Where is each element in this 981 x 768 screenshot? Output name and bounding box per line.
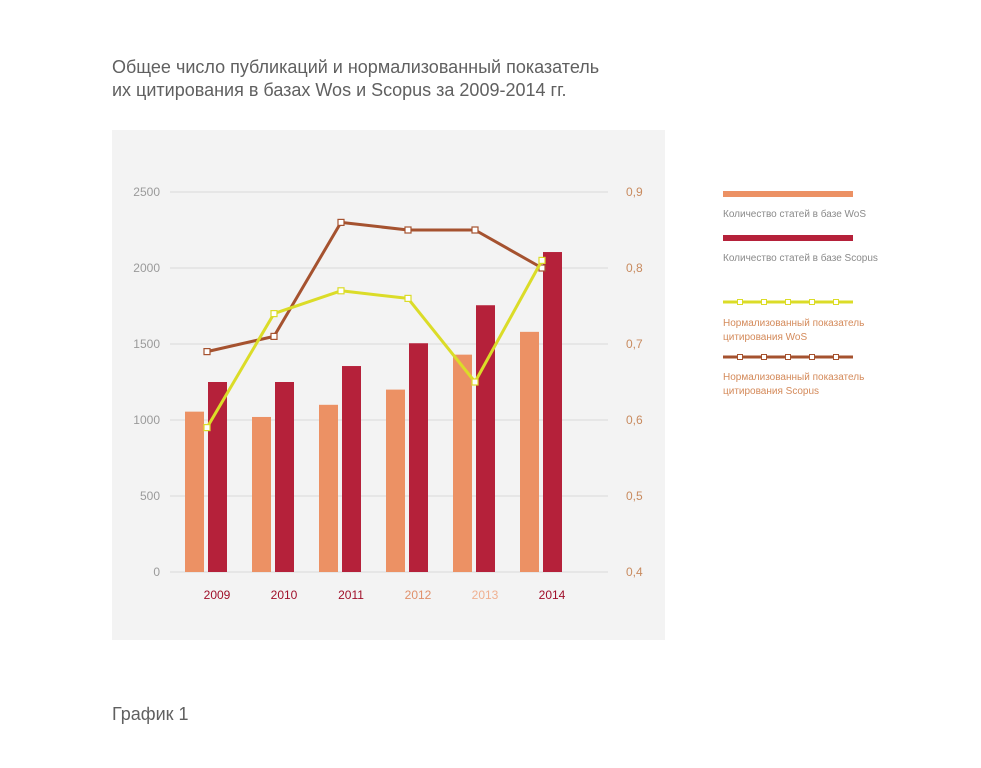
legend-marker (833, 299, 839, 305)
series-point (404, 294, 412, 302)
legend-label: Количество статей в базе WoS (723, 208, 866, 220)
figure-caption: График 1 (112, 704, 189, 724)
legend-marker (833, 354, 839, 360)
legend-marker (785, 354, 791, 360)
legend-label: Количество статей в базе Scopus (723, 252, 878, 264)
x-tick-label: 2010 (271, 588, 298, 602)
series-point (270, 310, 278, 318)
chart-title-line-2: их цитирования в базах Wos и Scopus за 2… (112, 80, 567, 100)
bar (386, 389, 405, 572)
y-left-tick-label: 500 (140, 489, 160, 503)
bar (520, 331, 539, 572)
y-right-tick-label: 0,6 (626, 413, 643, 427)
bar (275, 382, 294, 572)
legend-label: Нормализованный показатель (723, 318, 864, 329)
bar (342, 366, 361, 572)
legend-marker (761, 299, 767, 305)
chart-title-line-1: Общее число публикаций и нормализованный… (112, 57, 600, 77)
y-right-tick-label: 0,4 (626, 565, 643, 579)
series-point (404, 226, 412, 234)
legend-marker (737, 354, 743, 360)
legend-label: цитирования WoS (723, 332, 807, 343)
y-right-tick-label: 0,7 (626, 337, 643, 351)
legend-label: Нормализованный показатель (723, 372, 864, 383)
y-left-tick-label: 1000 (133, 413, 160, 427)
y-left-tick-label: 1500 (133, 337, 160, 351)
bar (476, 305, 495, 572)
legend-swatch-bar (723, 191, 853, 197)
bar (319, 404, 338, 572)
series-point (337, 218, 345, 226)
bar (252, 416, 271, 572)
y-right-tick-label: 0,5 (626, 489, 643, 503)
y-right-tick-label: 0,9 (626, 185, 643, 199)
series-point (203, 424, 211, 432)
y-right-tick-label: 0,8 (626, 261, 643, 275)
legend-marker (737, 299, 743, 305)
x-tick-label: 2012 (405, 588, 432, 602)
series-point (538, 256, 546, 264)
bar (208, 382, 227, 572)
series-line (205, 259, 544, 429)
x-tick-label: 2013 (472, 588, 499, 602)
legend-marker (809, 299, 815, 305)
bar (409, 343, 428, 572)
bar (543, 252, 562, 573)
legend-swatch-bar (723, 235, 853, 241)
bar (453, 354, 472, 572)
x-tick-label: 2014 (539, 588, 566, 602)
series-point (471, 378, 479, 386)
legend-marker (785, 299, 791, 305)
x-tick-label: 2009 (204, 588, 231, 602)
series-point (203, 348, 211, 356)
y-left-tick-label: 0 (153, 565, 160, 579)
y-left-tick-label: 2000 (133, 261, 160, 275)
legend-marker (809, 354, 815, 360)
legend-label: цитирования Scopus (723, 386, 819, 397)
y-left-tick-label: 2500 (133, 185, 160, 199)
series-point (337, 287, 345, 295)
series-line (206, 220, 543, 354)
chart-title: Общее число публикаций и нормализованный… (112, 56, 599, 102)
series-point (270, 332, 278, 340)
bar (185, 411, 204, 572)
legend-marker (761, 354, 767, 360)
x-tick-label: 2011 (338, 588, 364, 602)
series-point (471, 226, 479, 234)
